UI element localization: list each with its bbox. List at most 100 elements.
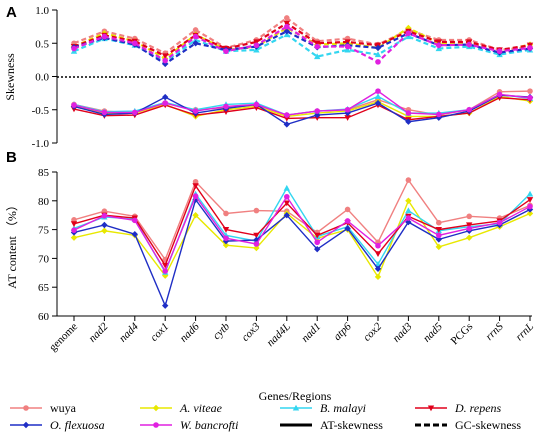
series-line-at — [73, 94, 531, 126]
data-point — [344, 106, 351, 113]
data-point — [222, 109, 230, 115]
legend-label: B. malayi — [320, 401, 366, 415]
data-point — [405, 207, 412, 214]
data-point — [405, 197, 412, 204]
data-point — [526, 190, 534, 197]
data-point — [344, 115, 351, 121]
data-point — [466, 225, 473, 232]
data-point — [192, 193, 199, 199]
legend-label: AT-skewness — [320, 418, 383, 432]
data-point — [436, 219, 442, 226]
data-point — [101, 33, 108, 40]
series-line — [73, 199, 531, 279]
legend-item: B. malayi — [280, 401, 366, 415]
data-point — [162, 93, 169, 101]
data-point — [253, 39, 260, 46]
data-point — [101, 221, 108, 229]
data-point — [101, 227, 108, 234]
data-point — [527, 203, 533, 210]
y-axis-label-b: AT content （%） — [5, 199, 19, 289]
legend-item: GC-skewness — [415, 418, 521, 432]
data-point — [405, 118, 412, 125]
data-point — [436, 111, 442, 118]
x-tick-label: nad2 — [86, 320, 110, 344]
data-point — [131, 231, 138, 238]
data-point — [283, 20, 290, 27]
legend-item: wuya — [10, 401, 77, 415]
data-point — [344, 218, 351, 224]
panel-label-b: B — [6, 149, 17, 166]
data-point — [527, 94, 533, 101]
data-point — [375, 242, 381, 249]
data-point — [162, 268, 168, 274]
x-tick-label: rrnS — [483, 320, 506, 343]
series-b — [70, 177, 534, 309]
data-point — [192, 36, 199, 43]
data-point — [526, 197, 534, 203]
legend-label: D. repens — [454, 401, 502, 415]
legend-item: O. flexuosa — [10, 418, 105, 432]
data-point — [374, 93, 382, 100]
data-point — [314, 53, 321, 60]
data-point — [71, 45, 77, 52]
x-tick-label: cytb — [211, 320, 233, 342]
data-point — [435, 236, 442, 243]
data-point — [405, 215, 412, 221]
data-point — [223, 235, 229, 242]
data-point — [222, 241, 230, 249]
data-point — [405, 218, 412, 226]
data-point — [436, 232, 442, 239]
data-point — [314, 245, 321, 253]
legend-marker — [22, 421, 30, 429]
y-ticks-b: 60 65 70 75 80 85 — [38, 167, 57, 323]
x-axis-label: Genes/Regions — [259, 389, 332, 403]
x-tick-label: genome — [47, 321, 80, 354]
data-point — [71, 227, 77, 233]
data-point — [466, 234, 473, 241]
data-point — [466, 213, 473, 220]
legend: wuya A. viteae B. malayi D. repens O. flexuo… — [10, 401, 521, 432]
data-point — [253, 232, 260, 239]
y-axis-label-a: Skewness — [3, 53, 17, 101]
panel-label-a: A — [6, 4, 17, 21]
series-line-gc — [73, 25, 531, 64]
data-point — [283, 184, 290, 191]
data-point — [314, 111, 321, 119]
data-point — [314, 43, 321, 50]
legend-marker — [153, 422, 159, 428]
data-point — [101, 109, 108, 116]
data-point — [375, 88, 381, 94]
data-point — [192, 27, 199, 33]
y-tick-label-b: 75 — [38, 225, 50, 237]
x-tick-label: nad5 — [421, 320, 445, 344]
data-point — [71, 217, 77, 223]
data-point — [284, 23, 290, 30]
legend-marker — [23, 405, 29, 411]
data-point — [314, 232, 321, 239]
data-point — [496, 91, 503, 98]
x-tick-label: nad1 — [299, 321, 323, 345]
data-point — [435, 227, 442, 233]
data-point — [70, 234, 78, 241]
data-point — [223, 48, 229, 55]
legend-item: A. viteae — [140, 401, 223, 415]
data-point — [496, 219, 503, 226]
data-point — [405, 110, 412, 116]
series-line — [73, 194, 531, 273]
data-point — [192, 33, 199, 40]
x-tick-label: nad4L — [265, 321, 293, 349]
x-ticks-b: genome nad2 nad4 cox1 nad6 cytb cox3 nad4L nad1 a… — [47, 316, 536, 354]
data-point — [405, 30, 412, 37]
y-tick-label-a: 1.0 — [35, 5, 49, 17]
legend-label: A. viteae — [179, 401, 223, 415]
data-point — [374, 44, 382, 52]
data-point — [344, 225, 351, 232]
data-point — [283, 121, 290, 128]
y-tick-label-b: 80 — [38, 196, 50, 208]
y-tick-label-b: 65 — [38, 282, 50, 294]
y-tick-label-a: 0.0 — [35, 72, 49, 84]
data-point — [466, 106, 473, 113]
series-a — [70, 15, 534, 128]
legend-label: W. bancrofti — [180, 418, 238, 432]
x-tick-label: rrnL — [513, 321, 536, 344]
